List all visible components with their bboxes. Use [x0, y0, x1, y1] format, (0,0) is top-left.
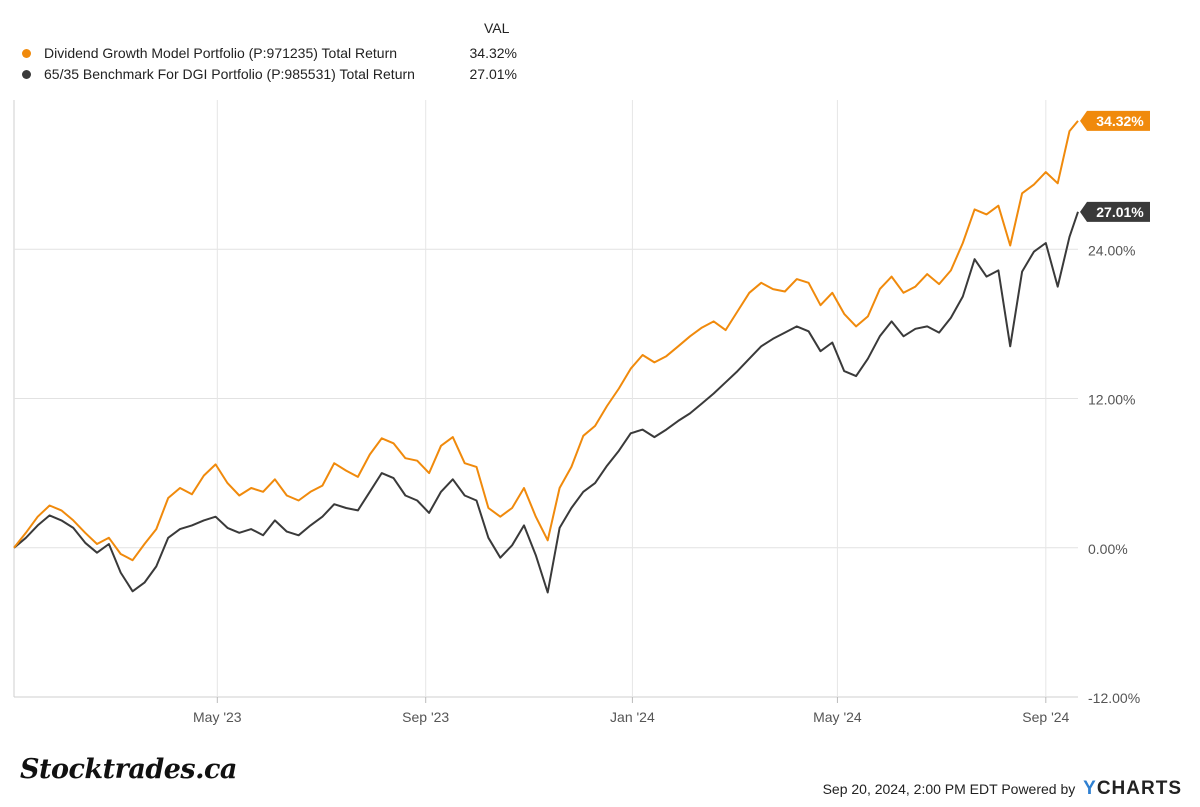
end-label-text: 34.32%	[1096, 113, 1144, 129]
ycharts-logo-y: Y	[1083, 778, 1097, 799]
legend-label-portfolio: Dividend Growth Model Portfolio (P:97123…	[44, 45, 398, 61]
x-tick-label: Sep '24	[1022, 709, 1069, 725]
end-label-bg	[1080, 201, 1150, 222]
x-tick-label: May '23	[193, 709, 242, 725]
legend-value-benchmark: 27.01%	[469, 66, 517, 82]
x-tick-label: May '24	[813, 709, 862, 725]
legend-item-portfolio[interactable]: Dividend Growth Model Portfolio (P:97123…	[22, 45, 517, 63]
footer-timestamp: Sep 20, 2024, 2:00 PM EDT Powered by	[822, 781, 1076, 797]
series-line-benchmark	[13, 211, 1079, 594]
legend-dot-benchmark	[22, 70, 31, 79]
ycharts-logo: YCHARTS	[1083, 778, 1182, 799]
x-tick-label: Jan '24	[610, 709, 655, 725]
legend-item-benchmark[interactable]: 65/35 Benchmark For DGI Portfolio (P:985…	[22, 66, 517, 84]
footer: Sep 20, 2024, 2:00 PM EDT Powered by YCH…	[823, 778, 1182, 800]
series-line-portfolio	[13, 120, 1079, 562]
legend-header: VAL	[484, 20, 510, 36]
y-tick-label: 0.00%	[1088, 541, 1128, 557]
end-label-benchmark: 27.01%	[1080, 201, 1150, 222]
end-label-text: 27.01%	[1096, 204, 1144, 220]
y-tick-label: 24.00%	[1088, 242, 1135, 258]
x-tick-label: Sep '23	[402, 709, 449, 725]
end-label-portfolio: 34.32%	[1080, 110, 1150, 131]
ycharts-logo-text: CHARTS	[1096, 778, 1182, 799]
end-label-bg	[1080, 110, 1150, 131]
legend-label-benchmark: 65/35 Benchmark For DGI Portfolio (P:985…	[44, 66, 415, 82]
legend-dot-portfolio	[22, 49, 31, 58]
legend-value-portfolio: 34.32%	[469, 45, 517, 61]
y-tick-label: -12.00%	[1088, 690, 1140, 706]
y-tick-label: 12.00%	[1088, 392, 1135, 408]
brand-logo: Stocktrades.ca	[20, 754, 237, 785]
